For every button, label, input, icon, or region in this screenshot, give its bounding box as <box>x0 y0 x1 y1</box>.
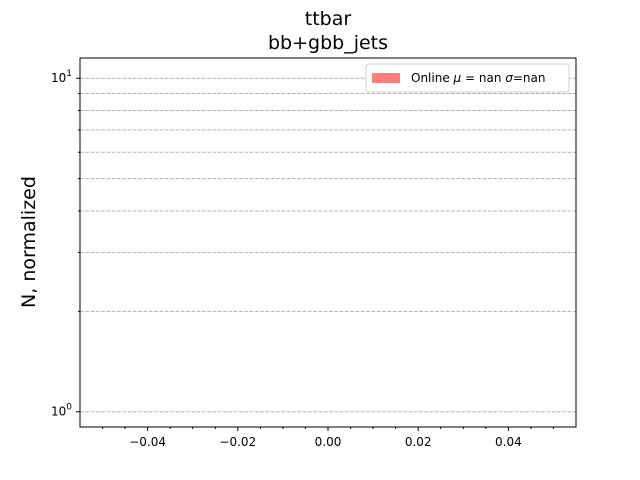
x-tick-label: 0.02 <box>405 435 432 449</box>
legend-sigma-value: =nan <box>513 71 546 85</box>
legend-prefix: Online <box>411 71 454 85</box>
legend-mu-symbol: μ <box>453 71 462 85</box>
legend-label-online: Online μ = nan σ=nan <box>411 71 545 85</box>
legend-box <box>365 63 570 93</box>
x-tick-label: 0.00 <box>315 435 342 449</box>
x-tick-label: −0.02 <box>219 435 256 449</box>
y-axis: 100 101 <box>51 69 80 419</box>
legend-sigma-symbol: σ <box>505 71 513 85</box>
x-tick-label: 0.04 <box>495 435 522 449</box>
x-tick-label: −0.04 <box>129 435 166 449</box>
x-axis: −0.04 −0.02 0.00 0.02 0.04 <box>102 427 554 449</box>
plot-frame <box>79 57 577 428</box>
legend-swatch-online <box>372 73 400 83</box>
legend: Online μ = nan σ=nan <box>365 63 570 93</box>
chart-title-line1: ttbar <box>305 8 352 30</box>
chart-title-line2: bb+gbb_jets <box>268 32 388 54</box>
y-tick-label: 100 <box>51 403 72 419</box>
legend-mu-value: = nan <box>461 71 505 85</box>
y-axis-label: N, normalized <box>18 176 40 308</box>
y-tick-label: 101 <box>51 69 72 85</box>
y-grid <box>80 77 576 413</box>
